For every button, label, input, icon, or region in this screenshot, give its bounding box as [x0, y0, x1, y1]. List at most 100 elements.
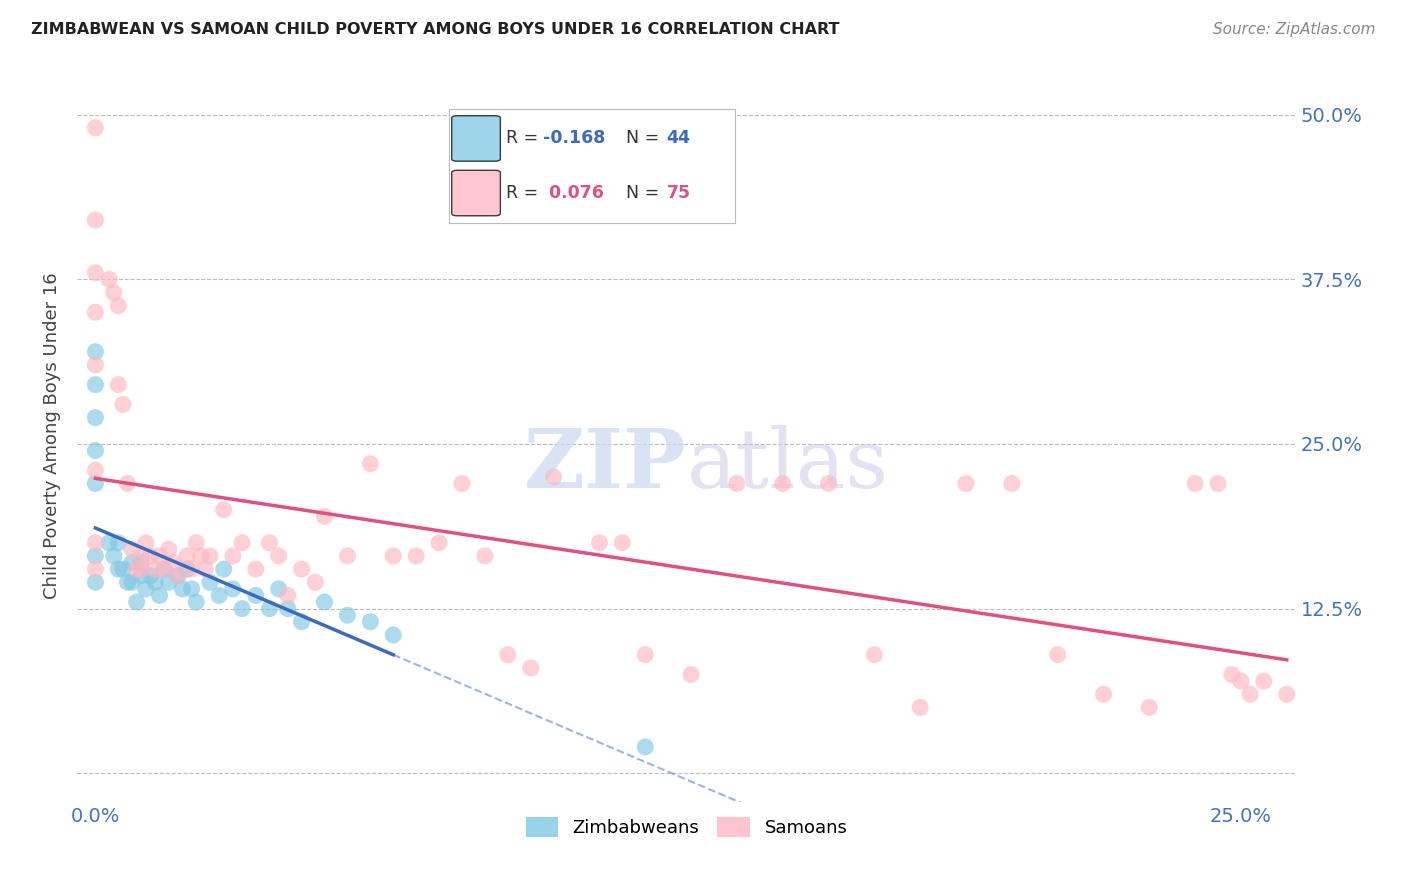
Point [84, 535, 107, 549]
Point [1137, 700, 1160, 714]
Point [84, 120, 107, 135]
Point [176, 549, 198, 563]
Point [267, 549, 290, 563]
Point [129, 562, 152, 576]
Point [1092, 687, 1115, 701]
Point [291, 615, 314, 629]
Point [496, 648, 519, 662]
Point [84, 562, 107, 576]
Point [231, 535, 253, 549]
Point [125, 595, 148, 609]
Point [148, 589, 170, 603]
Point [382, 549, 405, 563]
Point [1230, 674, 1253, 689]
Point [382, 628, 405, 642]
Point [427, 535, 450, 549]
Point [157, 575, 180, 590]
Point [84, 549, 107, 563]
Point [162, 556, 184, 570]
Point [543, 470, 565, 484]
Point [314, 509, 336, 524]
Point [817, 476, 839, 491]
Point [143, 575, 166, 590]
Point [1275, 687, 1298, 701]
Point [129, 549, 152, 563]
Point [277, 601, 299, 615]
Point [135, 582, 157, 596]
Point [84, 377, 107, 392]
Point [84, 443, 107, 458]
Point [176, 562, 198, 576]
Point [186, 535, 208, 549]
Point [772, 476, 794, 491]
Point [143, 562, 166, 576]
Point [304, 575, 326, 590]
Point [186, 595, 208, 609]
Point [190, 549, 212, 563]
Point [153, 562, 176, 576]
Point [267, 582, 290, 596]
Point [139, 568, 162, 582]
Point [634, 739, 657, 754]
Point [212, 503, 235, 517]
Point [135, 535, 157, 549]
Point [121, 542, 143, 557]
Point [98, 535, 121, 549]
Point [121, 556, 143, 570]
Point [474, 549, 496, 563]
Point [588, 535, 610, 549]
Point [725, 476, 748, 491]
Point [314, 595, 336, 609]
Point [208, 589, 231, 603]
Y-axis label: Child Poverty Among Boys Under 16: Child Poverty Among Boys Under 16 [44, 272, 60, 599]
Point [212, 562, 235, 576]
Point [681, 667, 703, 681]
Point [634, 648, 657, 662]
Point [291, 562, 314, 576]
Point [84, 358, 107, 372]
Point [245, 562, 267, 576]
Point [1001, 476, 1024, 491]
Point [359, 615, 381, 629]
Point [103, 285, 125, 300]
Text: ZIP: ZIP [524, 425, 686, 505]
Point [117, 476, 139, 491]
Point [167, 568, 190, 582]
Point [107, 299, 129, 313]
Point [107, 562, 129, 576]
Text: Source: ZipAtlas.com: Source: ZipAtlas.com [1212, 22, 1375, 37]
Point [84, 266, 107, 280]
Point [1239, 687, 1261, 701]
Point [451, 476, 474, 491]
Point [277, 589, 299, 603]
Point [180, 562, 202, 576]
Point [84, 305, 107, 319]
Point [359, 457, 381, 471]
Point [121, 575, 143, 590]
Point [180, 582, 202, 596]
Text: atlas: atlas [686, 425, 889, 505]
Point [84, 463, 107, 477]
Point [222, 549, 245, 563]
Point [519, 661, 541, 675]
Point [245, 589, 267, 603]
Point [405, 549, 427, 563]
Point [84, 476, 107, 491]
Point [172, 582, 194, 596]
Point [84, 410, 107, 425]
Point [107, 377, 129, 392]
Point [1046, 648, 1069, 662]
Point [231, 601, 253, 615]
Point [139, 549, 162, 563]
Point [84, 213, 107, 227]
Point [129, 568, 152, 582]
Point [259, 601, 281, 615]
Point [157, 542, 180, 557]
Point [107, 535, 129, 549]
Point [129, 556, 152, 570]
Point [111, 562, 134, 576]
Point [198, 549, 221, 563]
Point [1206, 476, 1229, 491]
Point [111, 397, 134, 411]
Point [612, 535, 634, 549]
